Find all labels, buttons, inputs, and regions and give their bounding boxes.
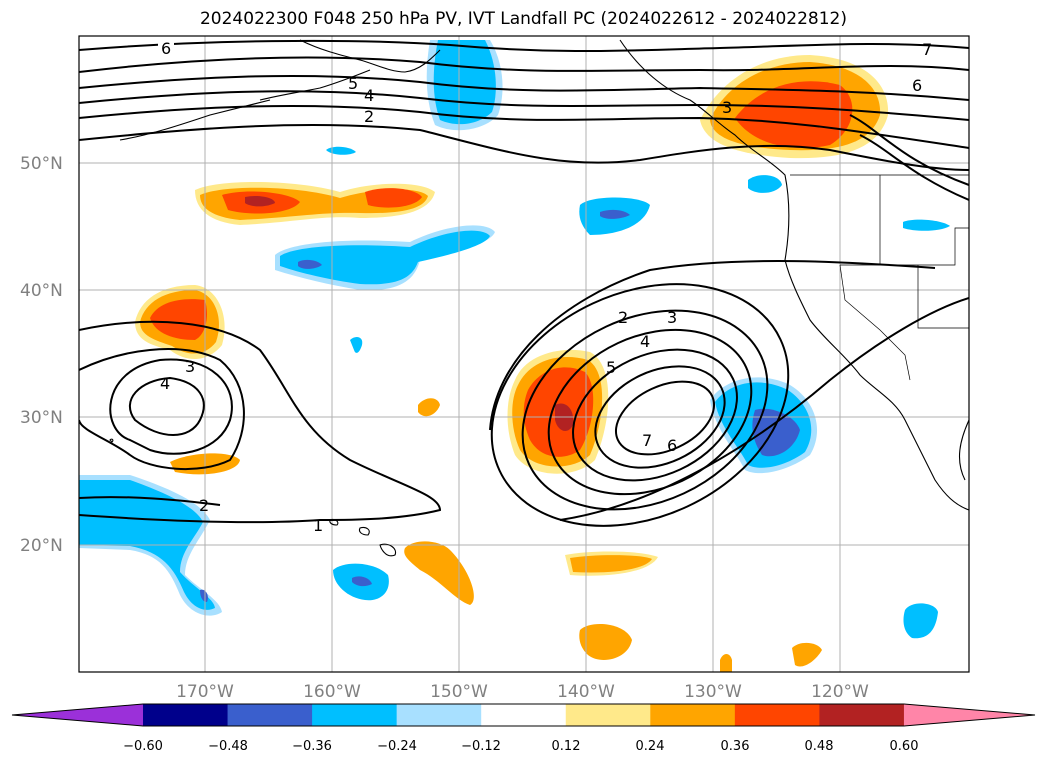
pv-shade-neg-small-3	[748, 175, 782, 193]
pv-shade-small-6	[579, 624, 632, 660]
contour-label: 4	[364, 86, 374, 105]
colorbar-segment	[396, 704, 482, 726]
colorbar-segment	[312, 704, 398, 726]
colorbar-extend-max	[903, 704, 1035, 726]
colorbar-tick-label: −0.48	[208, 739, 248, 754]
contour-label: 2	[618, 308, 628, 327]
coastlines	[109, 39, 969, 557]
contour-label: 1	[313, 516, 323, 535]
pv-shade-west-inner	[150, 299, 207, 340]
colorbar-tick-label: 0.12	[552, 739, 581, 754]
colorbar-segment	[650, 704, 736, 726]
colorbar-segment	[734, 704, 820, 726]
political-borders	[790, 174, 969, 381]
colorbar-outline	[11, 703, 1036, 727]
contour-label: 2	[199, 496, 209, 515]
contour-label: 7	[642, 431, 652, 450]
contour-labels: 6 5 4 2 3 7 6 2 3 4 5 7 6 3 4 2 1	[158, 38, 932, 535]
contour-label: 4	[160, 374, 170, 393]
contour-label: 4	[640, 332, 650, 351]
colorbar-segment	[565, 704, 651, 726]
pv-shade-alaska-inner	[433, 40, 496, 125]
pv-shade-neg-small-5	[903, 603, 938, 639]
pv-shade-small-7	[792, 642, 822, 667]
pv-positive-shading	[135, 55, 889, 672]
contour-label: 5	[348, 74, 358, 93]
ivt-contours	[79, 39, 969, 527]
colorbar-tick-label: 0.60	[890, 739, 919, 754]
colorbar-segment	[227, 704, 313, 726]
colorbar-tick-labels: −0.60 −0.48 −0.36 −0.24 −0.12 0.12 0.24 …	[123, 739, 918, 754]
pv-shade-pnw-inner	[735, 81, 853, 148]
lon-label: 140°W	[557, 682, 615, 702]
lon-label: 130°W	[684, 682, 742, 702]
lon-label: 160°W	[303, 682, 361, 702]
colorbar-extend-min	[12, 704, 143, 726]
colorbar-tick-label: 0.48	[805, 739, 834, 754]
contour-label: 6	[912, 76, 922, 95]
contour-label: 7	[922, 40, 932, 59]
lat-label: 20°N	[20, 536, 63, 556]
pv-shade-neg-small-2	[350, 337, 363, 353]
contour-label: 3	[185, 357, 195, 376]
pv-shade-band-core	[245, 195, 275, 207]
pv-shade-neg-small-1	[326, 146, 356, 155]
colorbar-tick-label: −0.24	[377, 739, 417, 754]
lon-label: 150°W	[430, 682, 488, 702]
lat-label: 50°N	[20, 154, 63, 174]
colorbar-segment	[143, 704, 229, 726]
contour-label: 5	[606, 358, 616, 377]
colorbar-tick-label: 0.36	[721, 739, 750, 754]
pv-shade-neg-west-core	[200, 589, 208, 602]
pv-shade-small-5	[570, 555, 652, 573]
contour-label: 2	[364, 107, 374, 126]
lat-label: 30°N	[20, 408, 63, 428]
colorbar-segment	[481, 704, 567, 726]
colorbar-segments	[11, 703, 1036, 727]
contour-label: 6	[161, 39, 171, 58]
pv-shade-neg-mid-1-core	[600, 209, 630, 219]
contour-label: 3	[722, 98, 732, 117]
pv-shade-small-3	[404, 541, 474, 605]
colorbar-segment	[819, 704, 905, 726]
pv-shade-neg-band-core	[298, 259, 322, 269]
lon-label: 120°W	[811, 682, 869, 702]
pv-shade-neg-hawaii-core	[352, 576, 372, 587]
colorbar-tick-label: 0.24	[636, 739, 665, 754]
pv-shade-band-right-inner	[365, 188, 422, 208]
pv-shade-neg-small-4	[903, 219, 950, 231]
longitude-labels: 170°W 160°W 150°W 140°W 130°W 120°W	[176, 682, 869, 702]
map-panel	[79, 36, 969, 672]
latitude-labels: 50°N 40°N 30°N 20°N	[20, 154, 63, 556]
contour-label: 3	[667, 308, 677, 327]
lon-label: 170°W	[176, 682, 234, 702]
pv-shade-small-2	[418, 398, 440, 417]
pv-shade-small-8	[720, 654, 732, 672]
colorbar-tick-label: −0.36	[292, 739, 332, 754]
map-frame	[78, 35, 970, 673]
lat-label: 40°N	[20, 281, 63, 301]
contour-label: 6	[667, 436, 677, 455]
colorbar: −0.60 −0.48 −0.36 −0.24 −0.12 0.12 0.24 …	[11, 703, 1036, 754]
map-title: 2024022300 F048 250 hPa PV, IVT Landfall…	[199, 9, 847, 29]
colorbar-tick-label: −0.12	[461, 739, 501, 754]
colorbar-tick-label: −0.60	[123, 739, 163, 754]
